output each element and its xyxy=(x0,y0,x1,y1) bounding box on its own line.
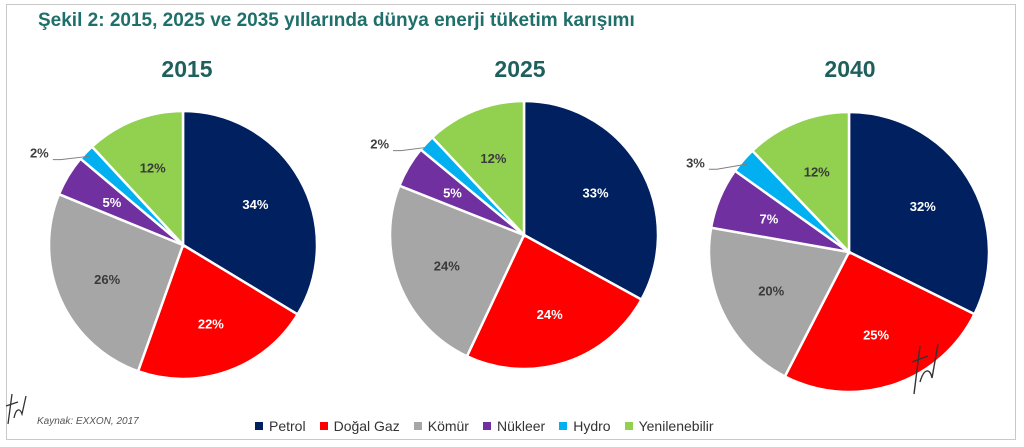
source-note: Kaynak: EXXON, 2017 xyxy=(37,416,139,427)
pie-slice-kömür xyxy=(47,192,185,373)
figure-frame xyxy=(6,4,1016,440)
legend-swatch xyxy=(255,422,263,430)
legend-label: Kömür xyxy=(427,418,469,434)
pie-slice-yenilenebilir xyxy=(430,99,526,239)
pie-slice-petrol xyxy=(181,109,319,317)
pie-data-label: 12% xyxy=(804,164,830,179)
pie-title-3: 2040 xyxy=(824,56,876,82)
pie-data-label: 12% xyxy=(140,161,166,176)
pie-data-label: 2% xyxy=(370,137,389,152)
pie-slice-petrol xyxy=(522,99,660,302)
legend-swatch xyxy=(319,422,328,430)
signature-mark-right xyxy=(911,343,939,395)
pie-data-label: 2% xyxy=(30,146,49,161)
legend-swatch xyxy=(559,422,568,430)
legend-item-doğal-gaz: Doğal Gaz xyxy=(319,418,400,434)
pie-data-label: 7% xyxy=(760,211,779,226)
pie-slice-kömür xyxy=(707,226,851,379)
pie-title-1: 2015 xyxy=(161,56,213,82)
pie-data-label: 12% xyxy=(480,151,506,166)
signature-mark-left xyxy=(5,393,27,425)
pie-data-label: 3% xyxy=(686,155,705,170)
leader-line xyxy=(708,163,748,170)
pie-data-label: 34% xyxy=(242,197,268,212)
pie-data-label: 5% xyxy=(103,195,122,210)
pie-data-label: 24% xyxy=(434,259,460,274)
pie-data-label: 32% xyxy=(910,199,936,214)
pie-data-label: 26% xyxy=(94,272,120,287)
pie-data-label: 24% xyxy=(537,307,563,322)
legend-item-nükleer: Nükleer xyxy=(482,418,546,434)
pie-data-label: 5% xyxy=(443,186,462,201)
pie-title-2: 2025 xyxy=(494,56,546,82)
pie-slice-doğal-gaz xyxy=(136,243,300,381)
legend-label: Yenilenebilir xyxy=(638,418,714,434)
pie-slice-yenilenebilir xyxy=(750,110,851,256)
legend-item-hydro: Hydro xyxy=(559,418,611,434)
pie-slice-doğal-gaz xyxy=(465,233,644,371)
leader-line xyxy=(52,155,90,161)
legend-item-yenilenebilir: Yenilenebilir xyxy=(624,418,714,434)
pie-data-label: 20% xyxy=(758,284,784,299)
legend-swatch xyxy=(413,422,422,430)
legend-label: Petrol xyxy=(269,418,306,434)
pie-data-label: 22% xyxy=(198,316,224,331)
pie-data-label: 25% xyxy=(863,327,889,342)
pie-slice-yenilenebilir xyxy=(90,109,185,249)
figure-title: Şekil 2: 2015, 2025 ve 2035 yıllarında d… xyxy=(38,10,635,31)
chart-legend: Petrol Doğal Gaz Kömür Nükleer Hydro Yenilene… xyxy=(255,418,714,434)
pie-data-label: 33% xyxy=(582,186,608,201)
legend-item-petrol: Petrol xyxy=(255,418,306,434)
legend-swatch xyxy=(624,422,633,430)
leader-line xyxy=(393,146,431,152)
legend-item-kömür: Kömür xyxy=(413,418,469,434)
pie-slice-petrol xyxy=(847,110,991,316)
legend-swatch xyxy=(482,422,491,430)
legend-label: Nükleer xyxy=(496,418,546,434)
legend-label: Doğal Gaz xyxy=(333,418,400,434)
pie-slice-kömür xyxy=(388,184,526,358)
legend-label: Hydro xyxy=(573,418,611,434)
